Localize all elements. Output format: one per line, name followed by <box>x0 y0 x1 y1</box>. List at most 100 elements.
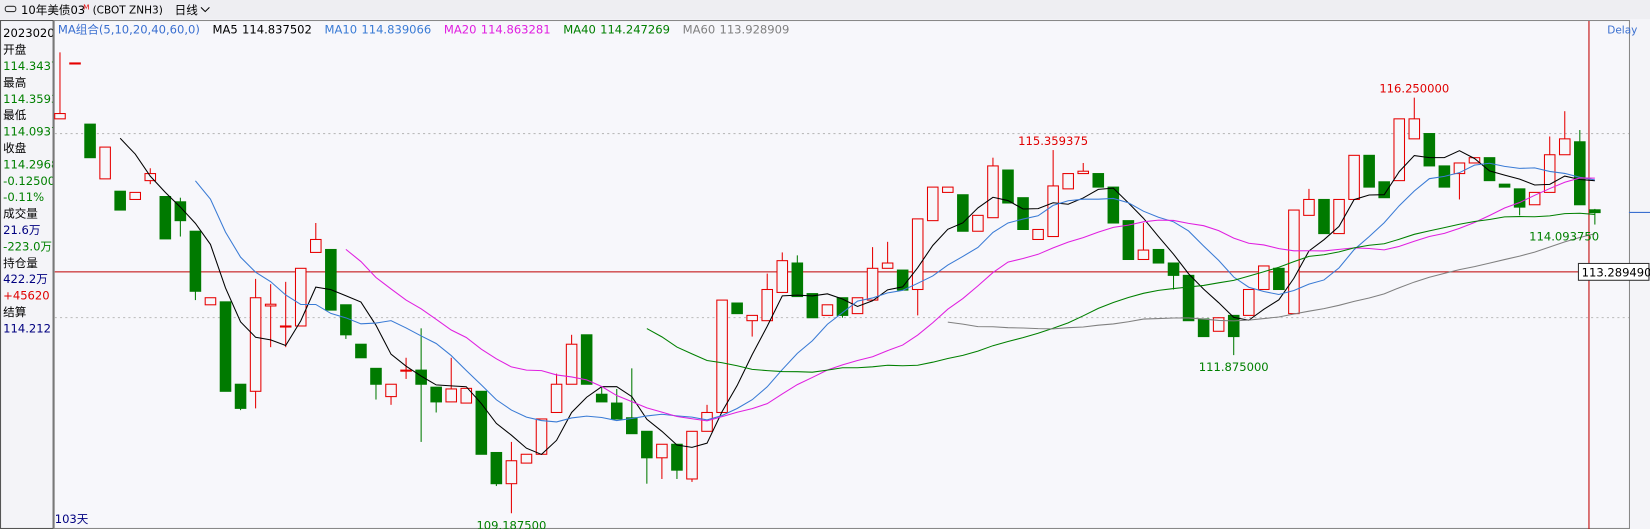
candle-body <box>1303 198 1315 216</box>
candle-body <box>1483 157 1496 182</box>
info-line: +45620 <box>3 289 49 303</box>
candle-body <box>731 302 743 315</box>
candle-body <box>1017 197 1029 230</box>
candle-body <box>1423 133 1436 167</box>
candle-body <box>1167 262 1180 276</box>
candle-body <box>1543 154 1556 193</box>
info-line: 114.3593 <box>3 92 58 106</box>
candle-body <box>69 62 81 65</box>
candle-body <box>249 297 262 392</box>
candle-body <box>836 297 849 316</box>
info-line: 114.212 <box>3 321 51 335</box>
candle-body <box>1453 162 1466 175</box>
candle-body <box>219 301 232 392</box>
ma-value: 114.247269 <box>600 22 670 36</box>
candle-body <box>279 325 292 328</box>
candle-body <box>325 248 337 311</box>
candle-body <box>294 267 307 327</box>
candle-body <box>505 460 518 485</box>
candle-body <box>1408 118 1421 140</box>
candle-body <box>1002 169 1014 204</box>
candle-body <box>701 411 713 432</box>
candle-body <box>972 214 984 232</box>
dropdown-arrow[interactable] <box>200 6 210 13</box>
candle-body <box>1558 138 1571 156</box>
ma-line <box>119 137 1595 456</box>
candle-body <box>1212 317 1225 332</box>
candle-body <box>1273 267 1285 291</box>
candle-body <box>580 334 593 385</box>
candle-body <box>430 386 442 403</box>
candle-body <box>355 343 367 359</box>
info-line: -0.11% <box>3 190 44 204</box>
info-line: 收盘 <box>3 141 27 155</box>
candle-body <box>1589 209 1601 214</box>
price-label-box <box>1577 262 1650 281</box>
info-line: 114.3437 <box>3 59 58 73</box>
candle-body <box>385 383 397 398</box>
candle-body <box>84 123 96 159</box>
ma-value: 113.928909 <box>719 22 789 36</box>
info-line: 最低 <box>3 108 27 122</box>
info-line: 开盘 <box>3 43 27 57</box>
symbol-badge: M <box>83 2 89 11</box>
candle-body <box>821 304 834 316</box>
candle-body <box>1152 248 1165 264</box>
candle-body <box>1077 170 1090 175</box>
candle-body <box>1574 141 1586 206</box>
info-panel <box>0 19 54 529</box>
candle-body <box>1513 188 1526 208</box>
extreme-label: 109.187500 <box>476 518 546 529</box>
candle-body <box>565 343 578 385</box>
info-line: 持仓量 <box>3 256 38 270</box>
toolbar <box>0 0 1650 19</box>
ma-name: MA10 <box>325 22 358 36</box>
candle-body <box>129 191 142 200</box>
ma-line <box>646 212 1595 373</box>
symbol[interactable]: 10年美债03 <box>21 3 85 17</box>
candle-body <box>400 369 412 372</box>
candle-body <box>626 417 638 435</box>
info-line: 成交量 <box>3 207 38 221</box>
ma-name: MA5 <box>213 22 238 36</box>
extreme-label: 111.875000 <box>1199 360 1269 374</box>
candle-body <box>1122 220 1135 261</box>
candle-body <box>761 288 774 322</box>
candle-body <box>234 383 247 409</box>
ma-title: MA组合(5,10,20,40,60,0) <box>58 22 200 36</box>
candle-body <box>776 260 789 293</box>
candle-body <box>987 165 999 219</box>
candle-body <box>1333 198 1345 235</box>
period-selector[interactable]: 日线 <box>175 3 199 17</box>
candle-body <box>1528 191 1541 206</box>
info-line: 20230206 <box>3 26 62 40</box>
candle-body <box>415 369 427 385</box>
plot-area <box>53 19 1631 529</box>
candle-body <box>159 195 172 240</box>
symbol-code: (CBOT ZNH3) <box>93 5 163 17</box>
info-line: -0.12500 <box>3 174 55 188</box>
candle-body <box>866 267 879 301</box>
candle-body <box>1032 228 1044 241</box>
bar-count: 103天 <box>55 512 89 526</box>
info-line: 结算 <box>3 305 26 319</box>
candle-body <box>926 186 939 222</box>
candle-body <box>641 430 653 459</box>
candle-body <box>957 194 969 232</box>
candle-body <box>535 418 548 455</box>
extreme-label: 114.093750 <box>1529 230 1599 244</box>
candle-body <box>610 402 623 420</box>
candle-body <box>806 293 819 319</box>
candle-body <box>114 190 126 211</box>
ma-line <box>947 233 1595 330</box>
candle-body <box>99 146 111 180</box>
candle-body <box>310 238 322 253</box>
ma-legend: MA组合(5,10,20,40,60,0) MA5 114.837502 MA10 11… <box>58 22 789 36</box>
ma-line <box>195 162 1595 423</box>
candle-body <box>686 430 698 480</box>
extreme-label: 115.359375 <box>1018 134 1088 148</box>
toolbar-icon[interactable] <box>4 5 17 13</box>
candle-body <box>671 443 683 471</box>
candle-body <box>1107 186 1120 224</box>
